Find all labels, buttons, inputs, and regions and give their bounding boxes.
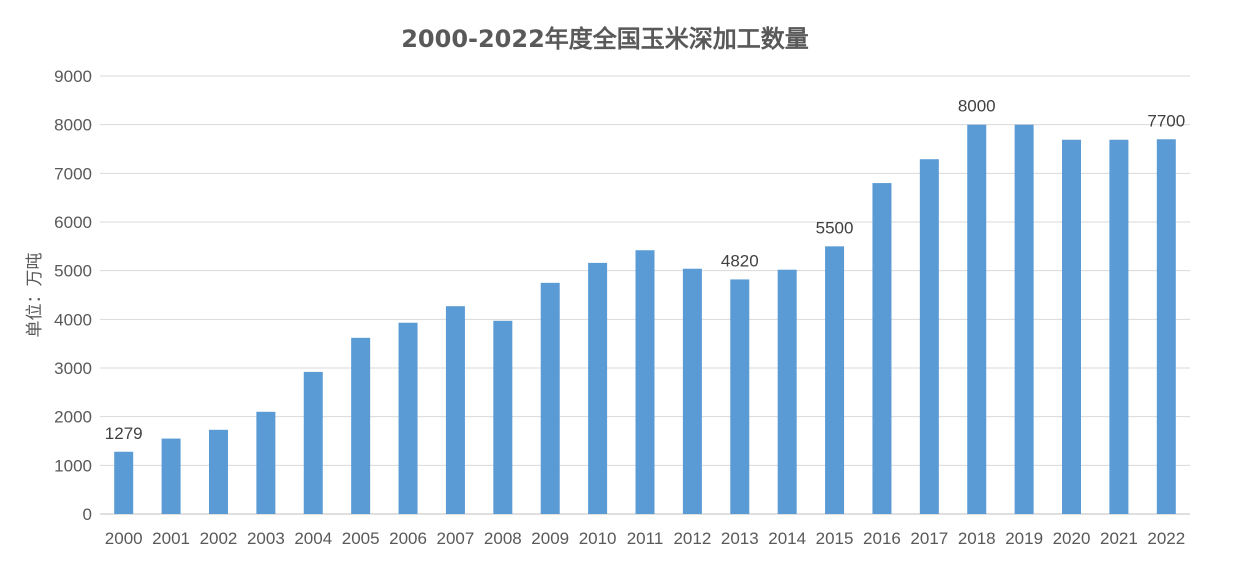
data-labels: 1279 4820 5500 8000 7700 (105, 97, 1185, 443)
bar (161, 438, 181, 514)
bar (540, 282, 560, 514)
bar (872, 183, 892, 515)
x-tick-label: 2022 (1147, 529, 1185, 548)
x-tick-label: 2004 (294, 529, 332, 548)
bar (1156, 139, 1176, 514)
x-tick-label: 2016 (863, 529, 901, 548)
bar (777, 269, 797, 514)
x-tick-label: 2014 (768, 529, 806, 548)
chart-title: 2000-2022年度全国玉米深加工数量 (401, 25, 809, 53)
x-tick-label: 2020 (1053, 529, 1091, 548)
bar (967, 124, 987, 515)
y-tick-label: 1000 (54, 456, 92, 475)
bar (730, 279, 750, 514)
bar (351, 337, 371, 514)
x-tick-label: 2010 (579, 529, 617, 548)
x-tick-label: 2009 (531, 529, 569, 548)
x-tick-label: 2019 (1005, 529, 1043, 548)
x-tick-label: 2011 (627, 529, 664, 548)
y-tick-label: 0 (83, 505, 92, 524)
data-label: 4820 (721, 251, 759, 270)
data-label: 5500 (816, 218, 854, 237)
y-tick-label: 7000 (54, 164, 92, 183)
bar (208, 429, 228, 514)
y-tick-label: 5000 (54, 262, 92, 281)
y-tick-label: 3000 (54, 359, 92, 378)
x-tick-label: 2012 (673, 529, 711, 548)
bar (303, 371, 323, 514)
x-tick-label: 2007 (437, 529, 475, 548)
data-label: 1279 (105, 424, 143, 443)
data-label: 8000 (958, 97, 996, 116)
bar (635, 250, 655, 514)
bar (1109, 139, 1129, 514)
x-tick-label: 2005 (342, 529, 380, 548)
y-tick-label: 9000 (54, 67, 92, 86)
y-axis-label: 单位：万吨 (25, 253, 45, 338)
y-tick-label: 4000 (54, 310, 92, 329)
bar (256, 411, 276, 514)
y-tick-label: 8000 (54, 116, 92, 135)
bar (588, 262, 608, 514)
x-tick-label: 2006 (389, 529, 427, 548)
bar (398, 322, 418, 514)
bar (493, 320, 513, 514)
data-label: 7700 (1147, 111, 1185, 130)
bar (682, 268, 702, 514)
bar (825, 246, 845, 515)
x-tick-label: 2018 (958, 529, 996, 548)
x-tick-label: 2003 (247, 529, 285, 548)
bar (1014, 124, 1034, 515)
x-tick-label: 2015 (816, 529, 854, 548)
bar (919, 159, 939, 514)
bar (114, 451, 134, 514)
y-tick-label: 6000 (54, 213, 92, 232)
bar (445, 306, 465, 514)
y-axis-ticks: 0 1000 2000 3000 4000 5000 6000 7000 8000 9000 (54, 67, 92, 524)
x-tick-label: 2002 (200, 529, 238, 548)
x-tick-label: 2017 (910, 529, 948, 548)
x-tick-label: 2000 (105, 529, 143, 548)
bar (1062, 139, 1082, 514)
x-tick-label: 2008 (484, 529, 522, 548)
x-tick-label: 2013 (721, 529, 759, 548)
x-tick-label: 2001 (152, 529, 190, 548)
x-axis-ticks: 2000 2001 2002 2003 2004 2005 2006 2007 2008 2009… (105, 529, 1185, 548)
bars (114, 124, 1176, 515)
x-tick-label: 2021 (1100, 529, 1138, 548)
y-tick-label: 2000 (54, 408, 92, 427)
